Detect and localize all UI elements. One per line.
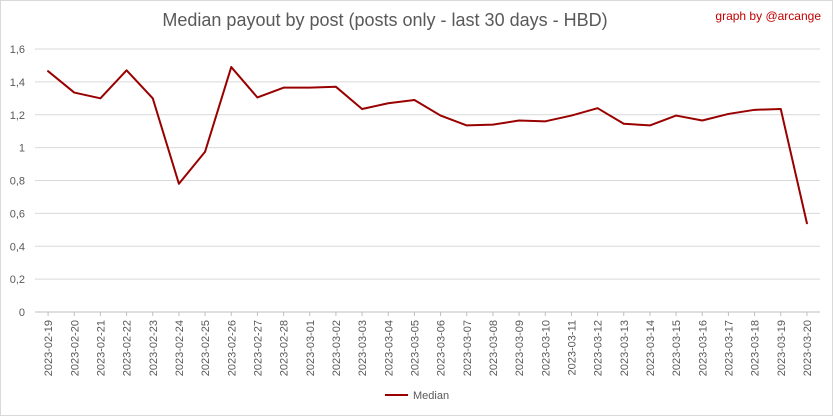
data-point bbox=[492, 123, 494, 126]
x-tick-label: 2023-03-10 bbox=[540, 320, 552, 376]
y-tick-label: 1 bbox=[19, 143, 25, 155]
x-tick-label: 2023-02-24 bbox=[174, 320, 186, 376]
chart-title: Median payout by post (posts only - last… bbox=[162, 10, 608, 30]
x-tick-label: 2023-03-02 bbox=[331, 320, 343, 376]
x-tick-label: 2023-03-09 bbox=[514, 320, 526, 376]
x-tick-label: 2023-02-25 bbox=[200, 320, 212, 376]
data-point bbox=[727, 113, 730, 115]
x-tick-label: 2023-02-22 bbox=[122, 320, 134, 376]
data-point bbox=[361, 108, 363, 110]
data-point bbox=[649, 124, 651, 127]
y-tick-label: 1,6 bbox=[10, 44, 25, 56]
series-line-median bbox=[47, 66, 808, 225]
data-point bbox=[753, 109, 756, 111]
y-tick-label: 1,2 bbox=[10, 110, 25, 122]
data-point bbox=[465, 124, 468, 127]
x-tick-label: 2023-03-01 bbox=[305, 320, 317, 376]
y-tick-label: 0,4 bbox=[10, 241, 25, 253]
x-tick-label: 2023-02-23 bbox=[148, 320, 160, 376]
x-tick-label: 2023-03-18 bbox=[750, 320, 762, 376]
x-tick-label: 2023-02-19 bbox=[43, 320, 55, 376]
legend: Median bbox=[385, 390, 449, 402]
data-point bbox=[151, 97, 154, 100]
y-tick-label: 0,2 bbox=[10, 274, 25, 286]
data-point bbox=[256, 96, 259, 99]
x-axis-tick-labels: 2023-02-19 2023-02-20 2023-02-21 2023-02-22… bbox=[43, 320, 814, 376]
y-tick-label: 0,8 bbox=[10, 176, 25, 188]
x-tick-label: 2023-03-03 bbox=[357, 320, 369, 376]
data-point bbox=[335, 86, 337, 88]
data-point bbox=[544, 120, 547, 123]
data-point bbox=[99, 97, 102, 100]
x-tick-label: 2023-03-15 bbox=[671, 320, 683, 376]
data-point bbox=[47, 70, 49, 72]
x-tick-label: 2023-03-12 bbox=[593, 320, 605, 376]
x-tick-label: 2023-03-14 bbox=[645, 320, 657, 376]
data-point bbox=[570, 114, 573, 117]
y-tick-label: 0 bbox=[19, 307, 25, 319]
x-tick-label: 2023-02-27 bbox=[252, 320, 264, 376]
x-tick-label: 2023-03-05 bbox=[409, 320, 421, 376]
data-point bbox=[596, 107, 599, 109]
data-point bbox=[387, 102, 390, 105]
data-point bbox=[308, 86, 311, 89]
x-tick-label: 2023-03-04 bbox=[383, 320, 395, 376]
x-tick-label: 2023-03-11 bbox=[566, 320, 578, 375]
data-point bbox=[622, 122, 625, 125]
data-point bbox=[230, 66, 233, 68]
data-point bbox=[204, 150, 206, 153]
x-tick-label: 2023-02-20 bbox=[69, 320, 81, 376]
data-point bbox=[73, 91, 76, 94]
y-tick-label: 0,6 bbox=[10, 208, 25, 220]
data-point bbox=[518, 119, 520, 122]
x-tick-label: 2023-02-26 bbox=[226, 320, 238, 376]
x-tick-label: 2023-03-13 bbox=[619, 320, 631, 376]
data-point bbox=[806, 222, 808, 225]
x-tick-label: 2023-03-07 bbox=[462, 320, 474, 376]
series-group bbox=[47, 66, 808, 225]
x-tick-label: 2023-02-28 bbox=[279, 320, 291, 376]
x-tick-label: 2023-02-21 bbox=[95, 320, 107, 376]
y-tick-label: 1,4 bbox=[10, 77, 25, 89]
data-point bbox=[779, 108, 782, 110]
data-point bbox=[439, 114, 442, 117]
y-axis-tick-labels: 0 0,2 0,4 0,6 0,8 1 1,2 1,4 1,6 bbox=[10, 44, 25, 319]
gridlines bbox=[35, 48, 820, 316]
x-tick-label: 2023-03-20 bbox=[802, 320, 814, 376]
x-tick-label: 2023-03-16 bbox=[697, 320, 709, 376]
x-tick-label: 2023-03-17 bbox=[723, 320, 735, 376]
x-tick-label: 2023-03-08 bbox=[488, 320, 500, 376]
data-point bbox=[178, 182, 180, 185]
data-point bbox=[282, 86, 285, 89]
x-tick-label: 2023-03-19 bbox=[776, 320, 788, 376]
data-point bbox=[413, 99, 416, 101]
data-point bbox=[675, 114, 677, 117]
credit-label: graph by @arcange bbox=[715, 9, 821, 23]
data-point bbox=[701, 119, 704, 122]
legend-label-median: Median bbox=[413, 390, 449, 402]
data-point bbox=[125, 69, 128, 72]
x-tick-label: 2023-03-06 bbox=[436, 320, 448, 376]
